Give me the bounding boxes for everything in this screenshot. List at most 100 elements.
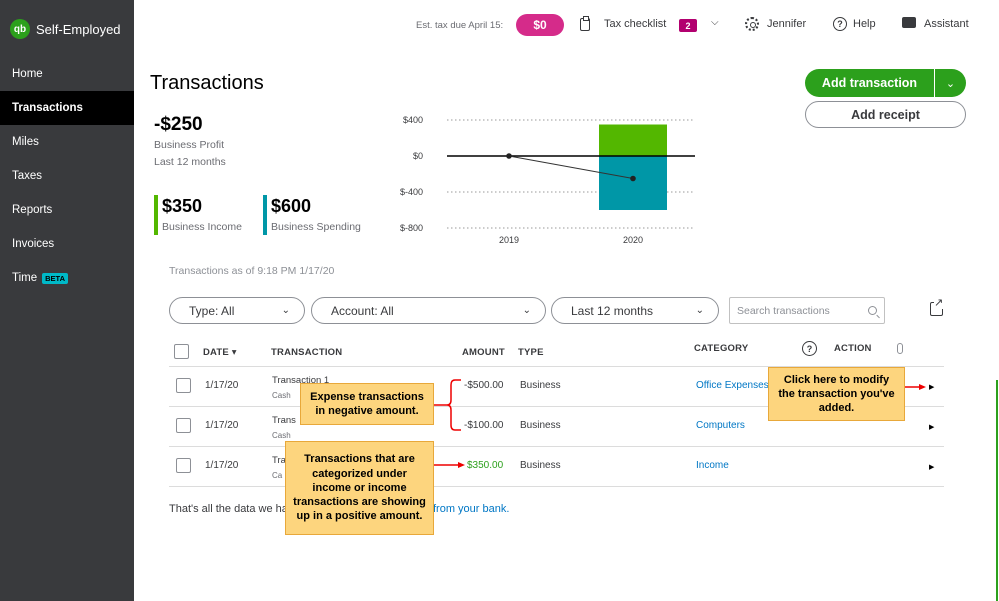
sidebar-item-reports[interactable]: Reports (12, 204, 53, 216)
row-expand-arrow-icon[interactable]: ▶ (929, 384, 935, 391)
add-transaction-button[interactable]: Add transaction ⌄ (805, 69, 966, 97)
row-expand-arrow-icon[interactable]: ▶ (929, 464, 935, 471)
action-column-header: ACTION (834, 343, 872, 354)
row-date: 1/17/20 (205, 380, 239, 391)
y-tick-label: $400 (403, 115, 423, 125)
row-account: Cash (272, 431, 291, 440)
divider (169, 446, 944, 447)
sidebar-item-time[interactable]: Time BETA (0, 261, 134, 295)
top-bar: Est. tax due April 15: $0 Tax checklist … (134, 0, 999, 50)
chart-bar (599, 124, 667, 156)
assistant-link[interactable]: Assistant (924, 18, 969, 30)
clipboard-icon[interactable] (580, 16, 590, 31)
profit-point (630, 175, 636, 182)
add-transaction-label[interactable]: Add transaction (805, 69, 935, 97)
row-checkbox[interactable] (176, 418, 191, 433)
amount-column-header: AMOUNT (462, 347, 505, 358)
row-checkbox[interactable] (176, 458, 191, 473)
row-account: Cash (272, 391, 291, 400)
est-tax-button[interactable]: $0 (516, 14, 564, 36)
sidebar-item-home[interactable]: Home (12, 68, 43, 80)
select-all-checkbox[interactable] (174, 344, 189, 359)
add-receipt-button[interactable]: Add receipt (805, 101, 966, 128)
sidebar-item-miles[interactable]: Miles (12, 136, 39, 148)
paperclip-icon (897, 343, 903, 354)
chat-icon[interactable] (902, 17, 916, 28)
sidebar-item-transactions[interactable]: Transactions (0, 91, 134, 125)
business-spending-label: Business Spending (271, 221, 361, 233)
user-menu[interactable]: Jennifer (767, 18, 807, 30)
row-amount: $350.00 (467, 460, 504, 471)
row-type[interactable]: Business (520, 420, 561, 431)
chevron-down-icon: ⌄ (281, 305, 290, 316)
x-tick-label: 2020 (623, 235, 643, 245)
type-column-header: TYPE (518, 347, 544, 358)
help-icon[interactable]: ? (802, 341, 817, 356)
search-input[interactable]: Search transactions (729, 297, 885, 324)
checklist-count-badge: 2 (679, 19, 697, 32)
sidebar-item-invoices[interactable]: Invoices (12, 238, 55, 250)
row-type[interactable]: Business (520, 380, 561, 391)
row-type[interactable]: Business (520, 460, 561, 471)
bank-link[interactable]: from your bank. (433, 503, 510, 515)
row-expand-arrow-icon[interactable]: ▶ (929, 424, 935, 431)
business-spending-value: $600 (271, 196, 312, 216)
row-date: 1/17/20 (205, 420, 239, 431)
period-filter[interactable]: Last 12 months ⌄ (551, 297, 719, 324)
sidebar-item-taxes[interactable]: Taxes (12, 170, 43, 182)
gear-icon[interactable] (745, 17, 759, 31)
row-transaction-name: Tra (272, 455, 286, 466)
category-column-header: CATEGORY (694, 343, 749, 354)
footer-text: That's all the data we ha (169, 503, 288, 515)
row-transaction-name: Transaction 1 (272, 375, 330, 386)
business-income-value: $350 (162, 196, 203, 216)
period-filter-label: Last 12 months (571, 303, 654, 318)
y-tick-label: $-800 (400, 223, 423, 233)
transaction-column-header: TRANSACTION (271, 347, 343, 358)
profit-chart: $400 $0 $-400 $-800 2019 2020 (400, 115, 695, 245)
type-filter-label: Type: All (189, 303, 235, 318)
chevron-down-icon[interactable]: ⌄ (945, 77, 956, 90)
sidebar: qb Self-Employed Home Transactions Miles… (0, 0, 134, 601)
brand-name: Self-Employed (36, 21, 121, 37)
date-column-header[interactable]: DATE ▾ (203, 347, 237, 358)
x-tick-label: 2019 (499, 235, 519, 245)
chevron-down-icon[interactable]: ⌵ (711, 17, 719, 28)
row-amount: -$500.00 (464, 380, 504, 391)
income-indicator (154, 195, 158, 235)
income-arrow-head (458, 462, 465, 468)
as-of-label: Transactions as of 9:18 PM 1/17/20 (169, 265, 335, 277)
row-category[interactable]: Income (696, 460, 729, 471)
row-category[interactable]: Computers (696, 420, 745, 431)
export-icon[interactable] (930, 296, 944, 316)
chevron-down-icon: ⌄ (695, 305, 704, 316)
y-tick-label: $-400 (400, 187, 423, 197)
business-profit-value: -$250 (154, 114, 203, 135)
divider (169, 406, 944, 407)
page-title: Transactions (150, 72, 264, 94)
row-checkbox[interactable] (176, 378, 191, 393)
profit-point (506, 153, 512, 159)
search-icon[interactable] (868, 306, 877, 315)
est-tax-label: Est. tax due April 15: (416, 20, 504, 31)
type-filter[interactable]: Type: All ⌄ (169, 297, 305, 324)
row-date: 1/17/20 (205, 460, 239, 471)
help-icon[interactable]: ? (833, 17, 847, 31)
beta-badge: BETA (42, 272, 69, 284)
business-profit-label: Business Profit (154, 139, 225, 151)
chevron-down-icon: ⌄ (522, 305, 531, 316)
row-amount: -$100.00 (464, 420, 504, 431)
period-label: Last 12 months (154, 156, 226, 168)
row-transaction-name: Trans (272, 415, 296, 426)
account-filter[interactable]: Account: All ⌄ (311, 297, 546, 324)
row-account: Ca (272, 471, 283, 480)
quickbooks-logo-icon: qb (10, 19, 30, 39)
brand[interactable]: qb Self-Employed (0, 0, 134, 58)
modify-arrow-head (919, 384, 926, 390)
business-income-label: Business Income (162, 221, 242, 233)
spending-indicator (263, 195, 267, 235)
row-category[interactable]: Office Expenses (696, 380, 769, 391)
chart-bar (599, 156, 667, 210)
tax-checklist-link[interactable]: Tax checklist (604, 18, 667, 30)
help-link[interactable]: Help (853, 18, 876, 30)
